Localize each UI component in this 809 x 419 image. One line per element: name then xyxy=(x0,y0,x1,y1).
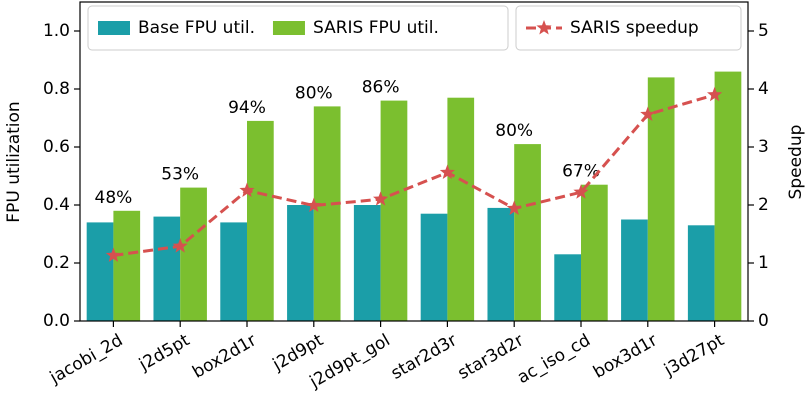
annotation: 67% xyxy=(562,162,600,182)
line-marker xyxy=(105,247,122,262)
bar xyxy=(287,205,314,321)
y-tick-label: 0.4 xyxy=(43,195,70,215)
y2-axis-label: Speedup xyxy=(786,125,806,200)
x-tick-label: box3d1r xyxy=(590,330,661,382)
x-tick-label: j3d27pt xyxy=(660,330,728,381)
y-axis-label: FPU utilization xyxy=(4,101,24,222)
bar xyxy=(687,225,715,321)
line-marker xyxy=(372,191,389,206)
bar xyxy=(180,187,207,321)
x-tick-label: jacobi_2d xyxy=(46,330,127,388)
line-marker xyxy=(172,238,188,253)
y2-tick-label: 4 xyxy=(758,79,769,99)
legend-frame xyxy=(515,5,742,51)
y2-tick-label: 1 xyxy=(758,253,769,273)
line-marker xyxy=(640,106,656,121)
bar xyxy=(420,213,448,321)
line-marker xyxy=(573,184,589,199)
y-tick-label: 0.0 xyxy=(43,311,70,331)
bar xyxy=(647,77,675,322)
bar xyxy=(247,120,274,322)
y-tick-label: 0.8 xyxy=(43,79,70,99)
legend-label: SARIS speedup xyxy=(570,18,699,38)
y2-tick-label: 0 xyxy=(758,311,769,331)
y-tick-label: 1.0 xyxy=(43,21,70,41)
y-tick-label: 0.6 xyxy=(43,137,70,157)
line-marker xyxy=(439,164,456,179)
bar xyxy=(581,184,608,321)
x-tick-label: star2d3r xyxy=(388,330,461,383)
bar xyxy=(514,144,541,321)
bar xyxy=(714,71,742,321)
line-marker xyxy=(306,197,322,213)
y2-tick-label: 3 xyxy=(758,137,769,157)
bar xyxy=(621,219,648,321)
legend-swatch xyxy=(272,21,305,35)
bar xyxy=(487,207,515,321)
legend-label: Base FPU util. xyxy=(138,18,255,38)
line-marker xyxy=(706,86,723,102)
x-tick-label: j2d5pt xyxy=(135,330,193,375)
bar xyxy=(447,97,475,321)
bar xyxy=(220,222,247,321)
line-marker xyxy=(239,182,255,197)
line xyxy=(113,93,716,257)
bar xyxy=(353,205,381,321)
x-tick-label: box2d1r xyxy=(189,330,260,382)
bar xyxy=(380,100,408,321)
x-tick-label: ac_iso_cd xyxy=(514,330,594,388)
bar xyxy=(113,210,141,321)
bar xyxy=(86,222,114,321)
bar xyxy=(313,106,341,322)
annotation: 80% xyxy=(295,83,333,103)
y-tick-label: 0.2 xyxy=(43,253,70,273)
bar xyxy=(153,216,181,321)
line-marker xyxy=(506,200,522,215)
annotation: 53% xyxy=(161,165,199,185)
annotation: 86% xyxy=(362,78,400,98)
bar xyxy=(554,254,581,321)
legend-swatch xyxy=(536,20,552,35)
annotation: 48% xyxy=(95,188,133,208)
legend: Base FPU util. SARIS FPU util. xyxy=(87,5,509,51)
legend-label: SARIS FPU util. xyxy=(313,18,439,38)
y2-tick-label: 2 xyxy=(758,195,769,215)
annotation: 80% xyxy=(495,121,533,141)
legend: SARIS speedup xyxy=(515,5,742,51)
plot-frame xyxy=(79,1,749,322)
y2-tick-label: 5 xyxy=(758,21,769,41)
annotation: 94% xyxy=(228,98,266,118)
legend-swatch xyxy=(98,21,130,35)
